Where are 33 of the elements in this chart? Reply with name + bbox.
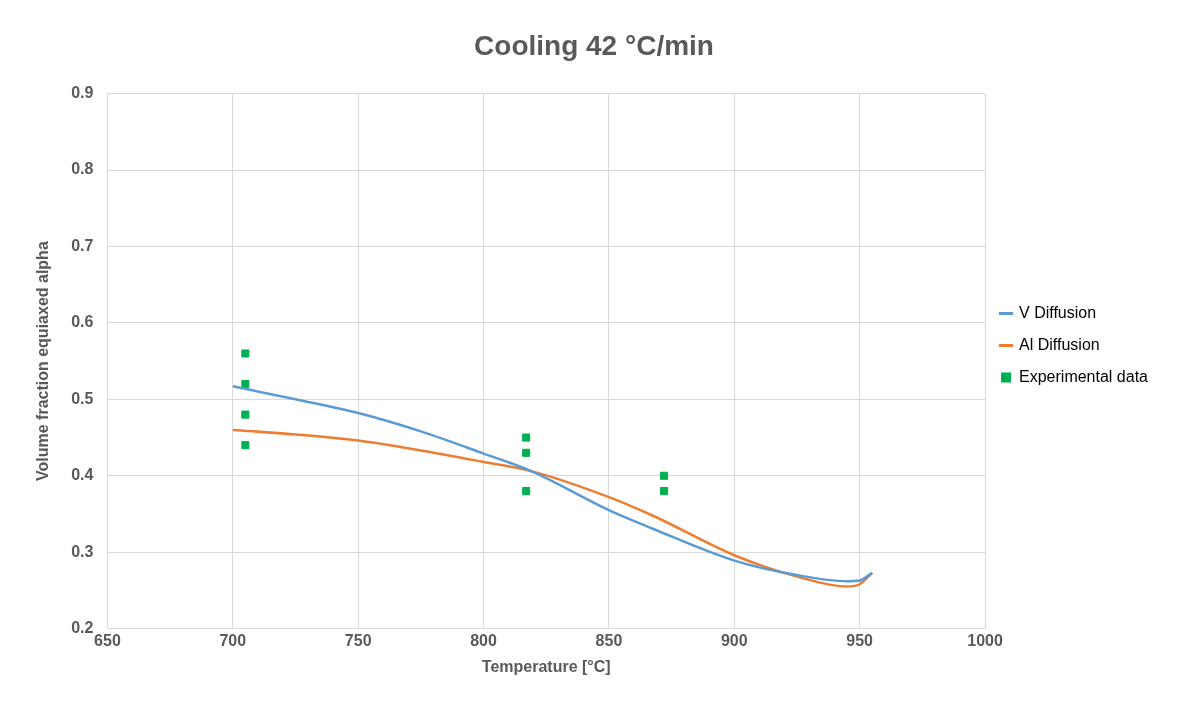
point — [241, 410, 250, 419]
point — [522, 448, 531, 457]
x-tick-label: 1000 — [967, 631, 1003, 649]
x-tick-label: 750 — [344, 631, 372, 649]
legend-label: V Diffusion — [1019, 303, 1097, 321]
y-tick-label: 0.3 — [71, 542, 94, 560]
x-tick-label: 850 — [595, 631, 623, 649]
x-tick-label: 900 — [720, 631, 748, 649]
y-tick-label: 0.7 — [71, 236, 94, 254]
x-tick-label: 700 — [219, 631, 247, 649]
y-tick-label: 0.9 — [71, 84, 94, 102]
y-tick-label: 0.2 — [71, 619, 94, 637]
x-tick-label: 800 — [470, 631, 497, 649]
point — [522, 486, 531, 496]
point — [660, 471, 669, 480]
x-axis-title: Temperature [°C] — [481, 657, 611, 675]
legend-label: Experimental data — [1019, 367, 1149, 385]
line-series — [231, 428, 874, 588]
x-tick-label: 950 — [846, 631, 874, 649]
point — [241, 349, 250, 358]
line-series — [231, 385, 874, 583]
chart-title: Cooling 42 °C/min — [474, 29, 714, 61]
point — [522, 433, 531, 442]
point — [241, 379, 250, 389]
y-tick-label: 0.8 — [71, 160, 94, 178]
y-tick-label: 0.4 — [71, 466, 94, 484]
y-tick-label: 0.6 — [71, 313, 94, 331]
point — [660, 486, 669, 496]
legend-label: Al Diffusion — [1019, 335, 1100, 353]
point — [241, 441, 250, 450]
y-axis-title: Volume fraction equiaxed alpha — [34, 241, 52, 481]
x-tick-label: 650 — [94, 631, 121, 649]
y-tick-label: 0.5 — [71, 389, 94, 407]
